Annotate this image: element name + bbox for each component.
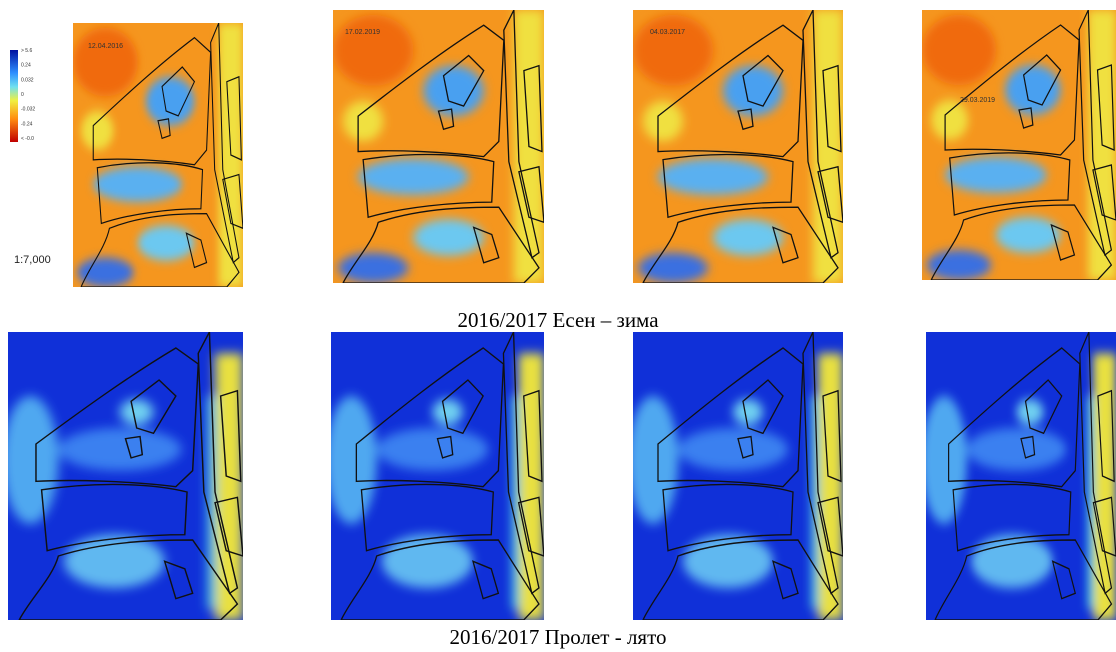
image-date: 12.04.2016	[88, 43, 123, 50]
image-date: 04.03.2017	[650, 29, 685, 36]
summer-image	[2, 332, 243, 620]
legend-colorbar	[10, 50, 18, 142]
summer-image	[921, 332, 1116, 620]
caption: 2016/2017 Пролет - лято	[450, 625, 667, 649]
winter-image	[633, 10, 843, 283]
winter-image	[73, 23, 243, 287]
scale-label: 1:7,000	[14, 254, 51, 266]
legend-label: > 5.6	[21, 48, 32, 54]
winter-image	[333, 10, 544, 283]
legend-label: -0.032	[21, 107, 35, 113]
legend-label: 0.24	[21, 63, 31, 69]
winter-image	[922, 10, 1116, 280]
summer-image	[326, 332, 544, 620]
figure: > 5.6 0.24 0.032 0 -0.032 -0.24 < -0.0 1:7,000…	[0, 0, 1116, 652]
summer-image	[628, 332, 843, 620]
legend-label: -0.24	[21, 121, 33, 127]
legend-label: 0	[21, 92, 24, 98]
image-date: 29.03.2019	[960, 97, 995, 104]
legend-label: < -0.0	[21, 136, 34, 142]
caption: 2016/2017 Есен – зима	[457, 308, 659, 332]
image-date: 17.02.2019	[345, 29, 380, 36]
legend-label: 0.032	[21, 77, 34, 83]
